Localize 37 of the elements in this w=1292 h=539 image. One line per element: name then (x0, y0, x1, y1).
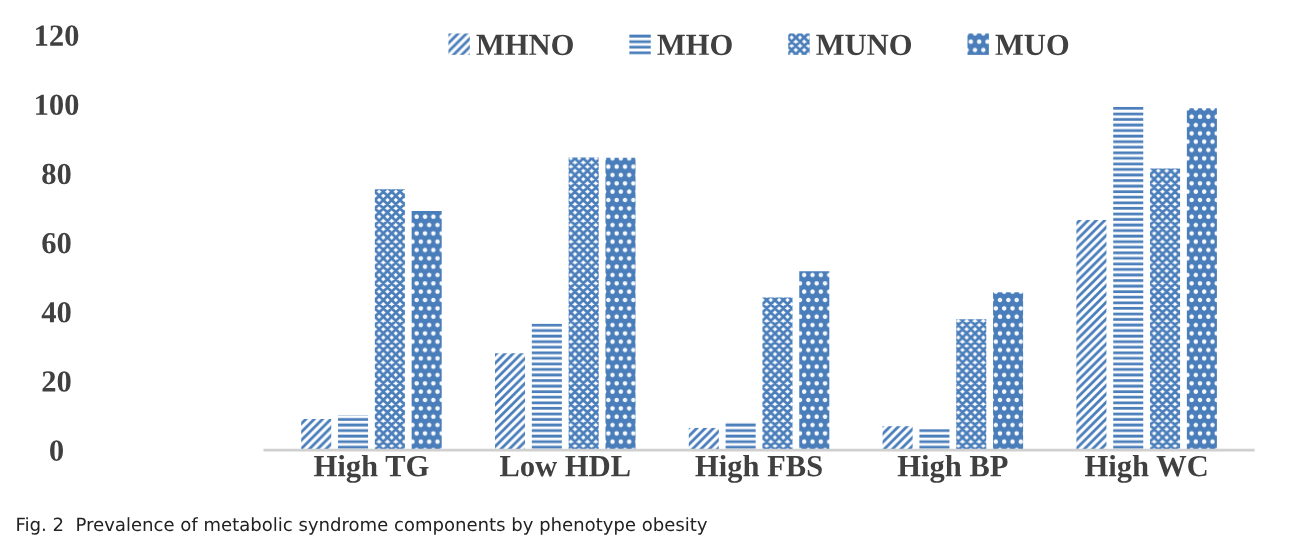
bar (1186, 108, 1217, 451)
bar (919, 428, 950, 451)
bar (799, 271, 830, 451)
bar (301, 418, 332, 451)
y-tick-label: 100 (36, 94, 79, 116)
bar (725, 421, 756, 451)
x-tick-label: High BP (897, 454, 1008, 483)
bar (605, 157, 636, 451)
x-tick-label: High FBS (695, 454, 822, 483)
y-tick-label: 20 (42, 371, 71, 392)
bar (956, 319, 987, 451)
y-tick-label: 80 (42, 163, 71, 185)
legend-label: MHNO (476, 34, 573, 56)
bar (688, 427, 719, 451)
caption: Fig. 2 Prevalence of metabolic syndrome components by phenotype obesity (17, 517, 707, 535)
y-tick-label: 120 (36, 25, 79, 46)
bar (338, 415, 369, 451)
bar (762, 297, 793, 451)
bar (1150, 168, 1181, 451)
legend-label: MUO (995, 34, 1069, 56)
bar (531, 323, 562, 451)
bar (411, 211, 442, 451)
bar (1113, 106, 1144, 451)
bar (1076, 220, 1107, 451)
legend-label: MUNO (816, 34, 911, 56)
bar (568, 157, 599, 451)
legend-label: MHO (657, 34, 732, 56)
bar (374, 189, 405, 451)
x-tick-label: High WC (1085, 454, 1207, 483)
bar (882, 426, 913, 451)
y-tick-label: 60 (42, 232, 71, 254)
bar (495, 353, 526, 451)
x-tick-label: High TG (314, 454, 429, 483)
bar (993, 292, 1024, 451)
x-tick-label: Low HDL (499, 456, 630, 477)
y-tick-label: 0 (50, 440, 63, 461)
y-tick-label: 40 (41, 302, 71, 323)
